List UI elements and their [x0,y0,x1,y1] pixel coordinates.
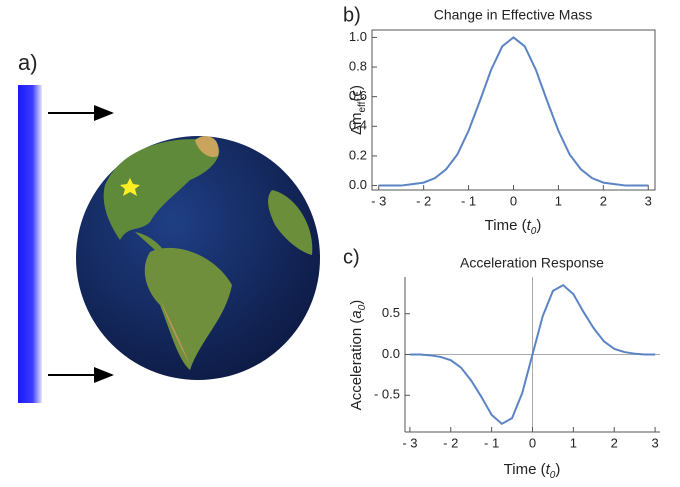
x-tick-label: 1 [555,193,562,208]
y-tick-label: 0.6 [349,88,367,103]
x-tick-label: - 3 [402,435,417,450]
x-axis-label: Time (t0) [485,217,542,237]
x-tick-label: 2 [611,435,618,450]
y-tick-label: 0.8 [349,58,367,73]
x-tick-label: 3 [645,193,652,208]
chart-title: Change in Effective Mass [434,7,593,23]
x-tick-label: - 1 [461,193,476,208]
wave-front [18,85,42,403]
y-tick-label: 0.5 [382,305,400,320]
label-part: Time ( [504,461,546,478]
y-axis-label: Acceleration (a0) [348,300,368,411]
label-part: 0 [357,304,368,310]
panel-label: b) [343,4,361,26]
label-part: 0 [531,226,537,237]
x-tick-label: - 1 [484,435,499,450]
x-tick-label: 1 [570,435,577,450]
y-tick-label: 0.2 [349,147,367,162]
data-line [409,283,656,426]
y-tick-label: 1.0 [349,29,367,44]
x-tick-label: 3 [651,435,658,450]
x-axis-label: Time (t0) [504,461,561,481]
y-tick-label: 0.0 [349,177,367,192]
label-part: ) [348,300,365,305]
y-tick-label: 0.0 [382,346,400,361]
panel-label: a) [18,50,38,75]
x-tick-label: 0 [510,193,517,208]
data-line [378,36,649,187]
label-part: eff [357,101,368,112]
x-tick-label: - 2 [443,435,458,450]
label-part: (ϵ) [348,85,365,102]
label-part: Δm [348,113,365,136]
y-axis-label: Δmeff(ϵ) [348,85,368,135]
label-part: t [546,461,551,478]
panel-label: c) [343,246,360,268]
x-tick-label: 0 [529,435,536,450]
label-part: Time ( [485,217,527,234]
earth [76,136,320,380]
x-tick-label: - 3 [371,193,386,208]
label-part: ) [536,217,541,234]
x-tick-label: - 2 [416,193,431,208]
y-tick-label: - 0.5 [374,387,400,402]
label-part: 0 [550,470,556,481]
label-part: ) [555,461,560,478]
plot-frame [371,29,656,191]
y-tick-label: 0.4 [349,118,367,133]
label-part: t [527,217,532,234]
x-tick-label: 2 [600,193,607,208]
label-part: Acceleration ( [348,319,365,411]
chart-title: Acceleration Response [460,255,604,271]
label-part: a [348,310,365,318]
